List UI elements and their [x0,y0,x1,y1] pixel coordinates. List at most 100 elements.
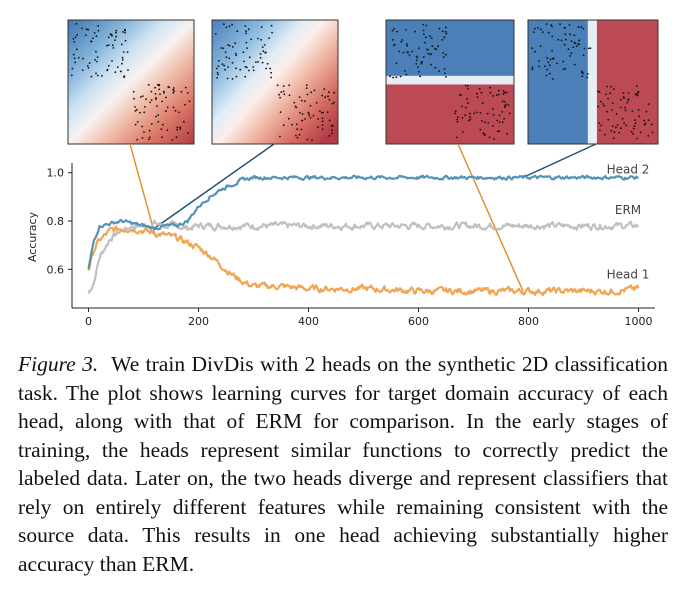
inset-frame [527,19,659,145]
scatter-point [328,119,331,122]
scatter-point [492,124,494,127]
scatter-point [580,71,583,74]
scatter-point [122,31,124,33]
plot-axes: 0 200 400 600 800 1000 0.6 0.8 1.0 [47,163,655,328]
scatter-point [633,125,636,127]
scatter-point [96,60,98,63]
scatter-point [309,116,312,119]
scatter-point [427,52,430,55]
scatter-point [467,84,469,87]
scatter-point [234,42,237,45]
scatter-point [179,126,182,128]
scatter-point [307,112,310,115]
scatter-point [327,95,329,98]
scatter-point [496,119,498,122]
scatter-point [175,136,178,139]
scatter-point [231,61,234,64]
inset-head-2-late [527,19,659,145]
scatter-point [563,26,566,29]
scatter-point [112,47,115,49]
scatter-point [435,48,438,51]
scatter-point [396,30,398,33]
scatter-point [156,105,158,107]
scatter-point [255,61,257,63]
scatter-point [623,97,625,99]
decision-surface [68,20,194,144]
scatter-point [186,92,189,94]
scatter-point [124,28,126,31]
scatter-point [411,50,414,53]
scatter-point [174,109,177,112]
scatter-point [430,53,433,55]
scatter-point [534,50,536,53]
scatter-point [456,136,458,139]
scatter-point [442,56,445,58]
scatter-point [163,91,165,94]
scatter-point [95,35,98,38]
scatter-point [586,73,589,75]
scatter-point [295,123,298,126]
scatter-point [563,43,566,46]
scatter-point [330,125,333,127]
scatter-point [441,38,444,41]
scatter-point [425,36,427,39]
x-tick-label: 600 [408,315,429,328]
scatter-point [183,120,185,123]
scatter-point [430,63,432,66]
scatter-point [244,75,247,78]
scatter-point [242,51,245,53]
scatter-point [425,24,428,27]
scatter-point [94,59,97,61]
scatter-point [567,48,570,51]
scatter-point [171,139,174,141]
scatter-point [150,99,153,101]
scatter-point [609,92,612,95]
scatter-point [261,46,264,48]
scatter-point [154,86,157,89]
scatter-point [97,29,100,32]
scatter-point [539,45,542,48]
scatter-point [492,107,494,110]
scatter-point [299,112,301,114]
scatter-point [549,72,551,75]
scatter-point [246,47,248,49]
scatter-point [503,100,506,103]
scatter-point [573,34,576,37]
scatter-point [480,120,483,122]
scatter-point [263,44,266,46]
scatter-point [306,84,308,86]
scatter-point [415,63,418,65]
scatter-point [133,97,135,100]
scatter-point [247,28,250,31]
scatter-point [631,110,634,112]
scatter-point [287,117,290,120]
scatter-point [317,126,319,129]
scatter-point [301,119,303,122]
scatter-point [454,110,457,112]
scatter-point [220,47,223,49]
scatter-point [618,131,621,134]
series-line-head-1 [87,225,640,297]
scatter-point [156,83,159,86]
scatter-point [134,123,137,126]
scatter-point [321,94,324,97]
series-line-erm [87,219,639,295]
scatter-point [434,66,437,69]
scatter-point [607,97,609,100]
scatter-point [489,86,491,89]
scatter-point [643,119,645,122]
scatter-point [115,31,117,34]
scatter-point [270,71,272,74]
scatter-point [222,47,225,50]
scatter-point [154,93,157,95]
scatter-point [422,23,425,26]
scatter-point [506,91,508,94]
scatter-point [438,70,440,72]
scatter-point [123,76,125,79]
scatter-point [414,30,416,33]
scatter-point [245,32,247,35]
scatter-point [564,67,567,70]
scatter-point [505,103,507,106]
scatter-point [165,110,167,113]
scatter-point [445,26,447,29]
